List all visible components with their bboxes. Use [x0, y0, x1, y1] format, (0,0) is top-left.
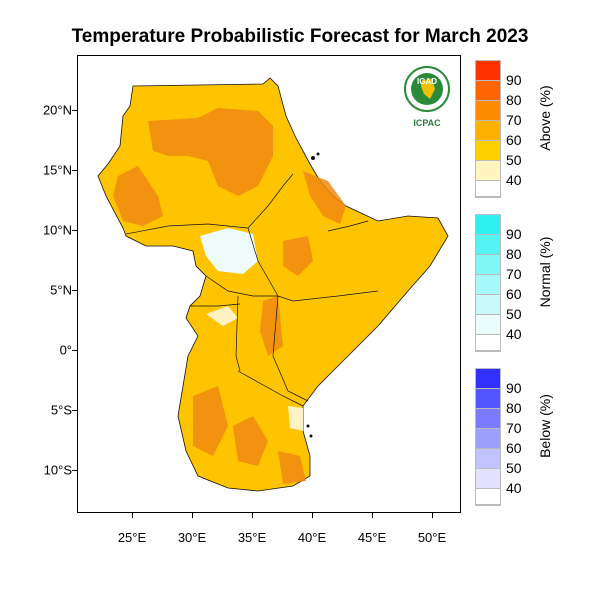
colorbar-above-level: 70	[506, 112, 522, 128]
patch-light-south	[288, 406, 303, 431]
patch-tanzania-west	[193, 386, 228, 456]
patch-north	[148, 108, 273, 196]
colorbar-below-title: Below (%)	[537, 394, 553, 458]
forecast-map	[97, 77, 449, 492]
colorbar-above-level: 40	[506, 172, 522, 188]
lon-tick-mark	[312, 513, 313, 518]
colorbar-above-cell	[476, 161, 500, 181]
lat-tick-label: 10°S	[43, 462, 72, 478]
logo-bottom-text: ICPAC	[413, 118, 441, 128]
colorbar-below	[475, 368, 501, 506]
patch-west	[113, 166, 163, 226]
lat-tick-label: 10°N	[42, 222, 72, 238]
country-borders	[125, 173, 379, 407]
colorbar-below-level: 70	[506, 420, 522, 436]
patch-eritrea	[303, 171, 346, 224]
lon-tick-label: 40°E	[297, 530, 327, 545]
logo-top-text: IGAD	[417, 77, 437, 86]
colorbar-above-cell	[476, 101, 500, 121]
colorbar-normal-cell	[476, 295, 500, 315]
lat-tick-mark	[72, 110, 77, 111]
colorbar-normal-level: 90	[506, 226, 522, 242]
colorbar-below-level: 90	[506, 380, 522, 396]
colorbar-above-level: 80	[506, 92, 522, 108]
colorbar-normal-level: 40	[506, 326, 522, 342]
patch-light-uganda	[206, 306, 238, 326]
colorbar-above-title: Above (%)	[537, 85, 553, 151]
colorbar-below-cell	[476, 369, 500, 389]
lon-tick-label: 25°E	[117, 530, 147, 545]
island-dot	[309, 434, 313, 438]
igad-logo: IGAD ICPAC	[402, 64, 452, 132]
colorbar-normal-level: 60	[506, 286, 522, 302]
colorbar-above-cell	[476, 121, 500, 141]
lon-tick-mark	[132, 513, 133, 518]
patch-ethiopia	[283, 236, 313, 276]
lat-tick-mark	[72, 470, 77, 471]
island-dot	[311, 156, 315, 160]
colorbar-above-level: 50	[506, 152, 522, 168]
lat-tick-mark	[72, 350, 77, 351]
lon-tick-label: 30°E	[177, 530, 207, 545]
lat-tick-label: 20°N	[42, 102, 72, 118]
colorbar-below-level: 60	[506, 440, 522, 456]
colorbar-above-cell	[476, 141, 500, 161]
colorbar-normal-cell	[476, 215, 500, 235]
colorbar-below-cell	[476, 409, 500, 429]
colorbar-above	[475, 60, 501, 198]
colorbar-normal-cell	[476, 235, 500, 255]
colorbar-normal-cell	[476, 315, 500, 335]
colorbar-above-low	[476, 181, 500, 197]
lat-tick-label: 0°	[59, 342, 72, 358]
colorbar-normal-level: 50	[506, 306, 522, 322]
lon-tick-mark	[372, 513, 373, 518]
colorbar-above-level: 60	[506, 132, 522, 148]
lon-tick-mark	[192, 513, 193, 518]
lon-tick-label: 50°E	[417, 530, 447, 545]
lat-tick-label: 5°S	[50, 402, 72, 418]
lat-tick-mark	[72, 410, 77, 411]
colorbar-below-cell	[476, 389, 500, 409]
patch-kenya	[260, 296, 283, 356]
colorbar-normal-level: 80	[506, 246, 522, 262]
patch-normal-sudan	[200, 228, 258, 274]
patch-tanzania-east	[233, 416, 268, 466]
lon-tick-mark	[252, 513, 253, 518]
lon-tick-label: 35°E	[237, 530, 267, 545]
colorbar-normal-cell	[476, 255, 500, 275]
colorbar-above-cell	[476, 61, 500, 81]
colorbar-below-level: 80	[506, 400, 522, 416]
colorbar-below-cell	[476, 469, 500, 489]
colorbar-below-low	[476, 489, 500, 505]
patch-south	[278, 451, 306, 484]
island-dot	[306, 424, 310, 428]
map-panel	[77, 55, 461, 513]
lon-tick-label: 45°E	[357, 530, 387, 545]
colorbar-above-level: 90	[506, 72, 522, 88]
colorbar-normal-low	[476, 335, 500, 351]
colorbar-below-level: 40	[506, 480, 522, 496]
lat-tick-label: 15°N	[42, 162, 72, 178]
colorbar-below-level: 50	[506, 460, 522, 476]
colorbar-normal	[475, 214, 501, 352]
colorbar-below-cell	[476, 449, 500, 469]
lat-tick-mark	[72, 170, 77, 171]
colorbar-above-cell	[476, 81, 500, 101]
island-dot	[316, 152, 320, 156]
lat-tick-label: 5°N	[50, 282, 72, 298]
colorbar-below-cell	[476, 429, 500, 449]
lon-tick-mark	[432, 513, 433, 518]
colorbar-normal-title: Normal (%)	[537, 236, 553, 308]
map-title: Temperature Probabilistic Forecast for M…	[71, 26, 529, 47]
colorbar-normal-cell	[476, 275, 500, 295]
lat-tick-mark	[72, 290, 77, 291]
colorbar-normal-level: 70	[506, 266, 522, 282]
lat-tick-mark	[72, 230, 77, 231]
